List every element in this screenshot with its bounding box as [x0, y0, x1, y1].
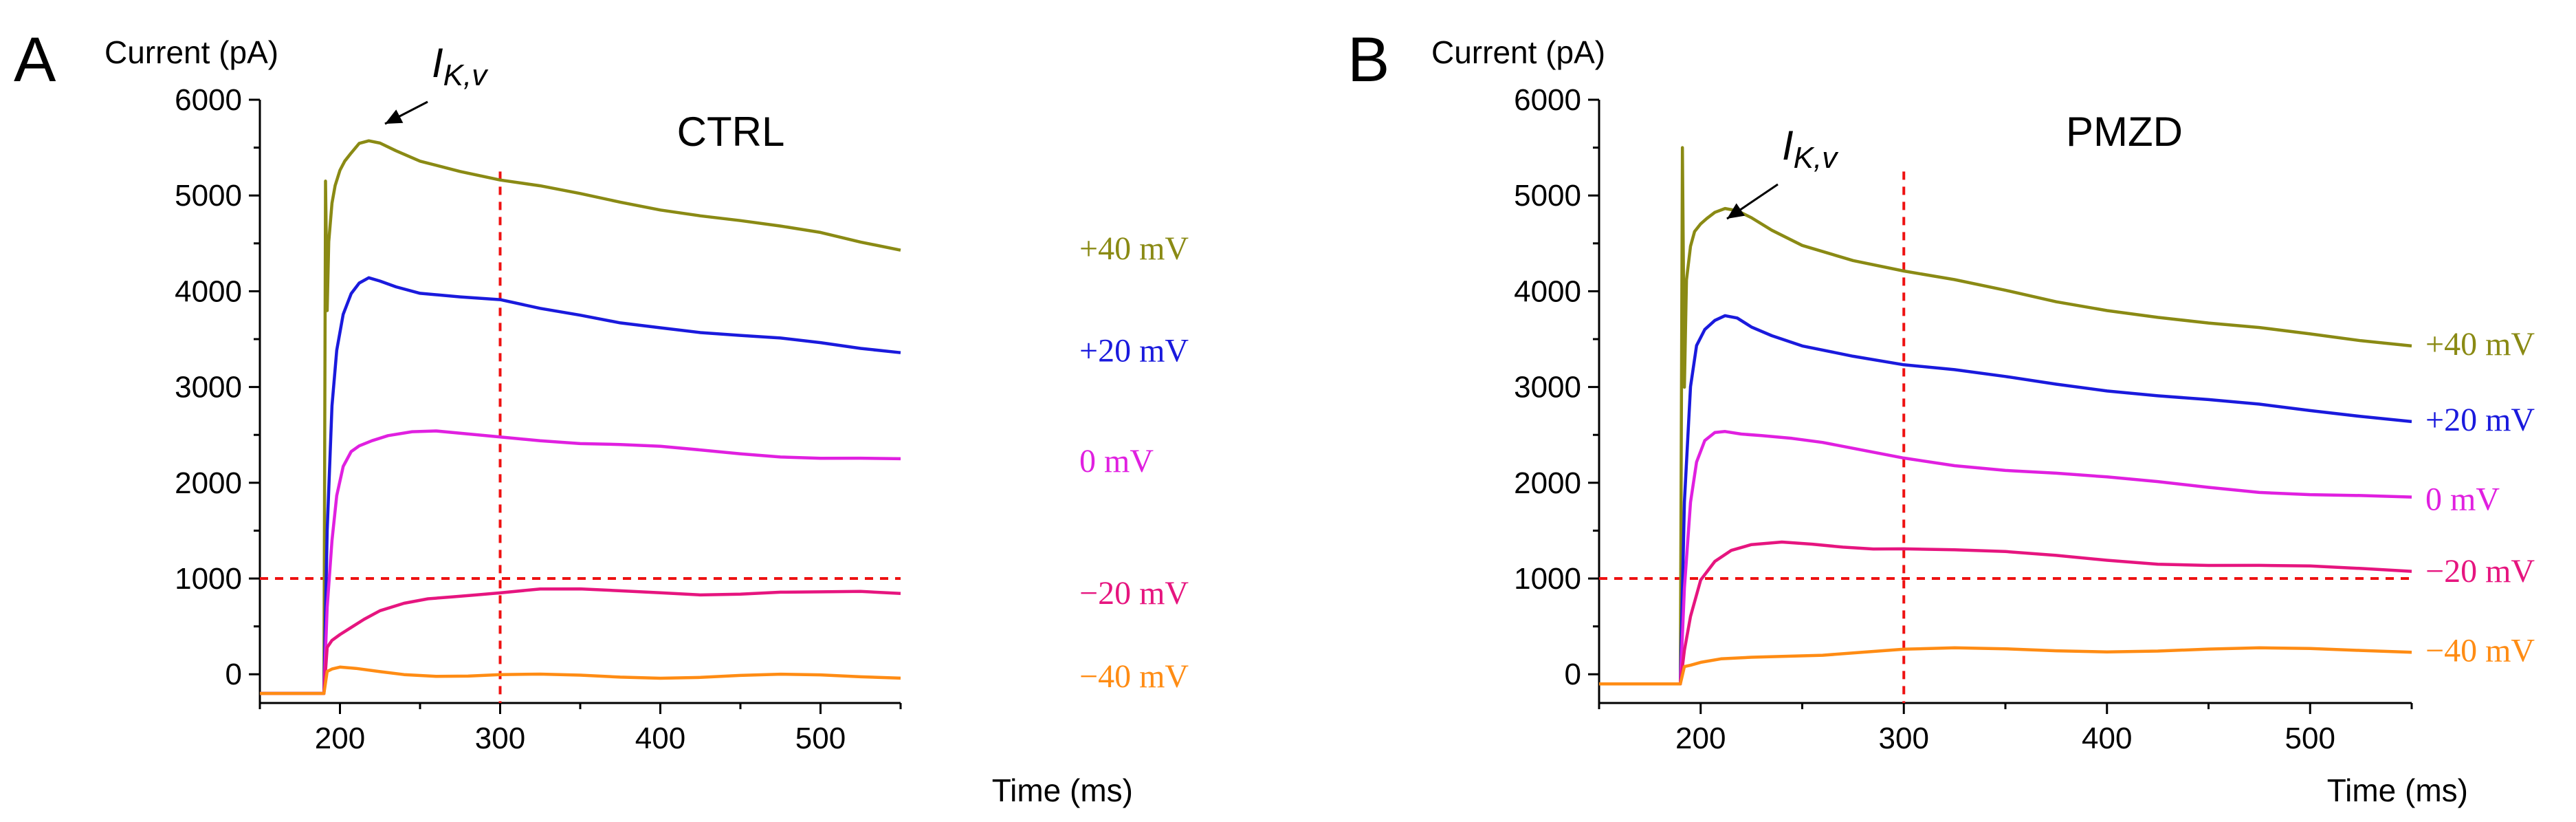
- series-line: [1599, 540, 2412, 686]
- y-tick-label: 3000: [175, 371, 242, 404]
- series-label: +20 mV: [1079, 333, 1189, 369]
- series-line: [260, 429, 901, 695]
- panel-title: PMZD: [2066, 109, 2183, 155]
- panel-title: CTRL: [677, 109, 785, 155]
- series-label: −20 mV: [2425, 553, 2535, 590]
- y-axis-title: Current (pA): [104, 34, 278, 70]
- series-label: 0 mV: [2425, 481, 2500, 517]
- series-line: [1599, 646, 2412, 686]
- y-tick-label: 1000: [175, 562, 242, 596]
- series-label: −40 mV: [2425, 632, 2535, 669]
- y-tick-label: 2000: [175, 466, 242, 500]
- y-tick-label: 5000: [1514, 179, 1581, 213]
- x-tick-label: 400: [2082, 722, 2132, 755]
- y-tick-label: 0: [225, 658, 242, 691]
- panel-b-letter: B: [1347, 25, 1389, 95]
- annotation-arrowhead: [1727, 203, 1746, 219]
- series-label: 0 mV: [1079, 443, 1154, 479]
- y-tick-label: 4000: [1514, 274, 1581, 308]
- series-line: [260, 139, 901, 695]
- series-label: +20 mV: [2425, 402, 2535, 438]
- x-tick-label: 200: [1675, 722, 1726, 755]
- y-tick-label: 5000: [175, 179, 242, 213]
- series-line: [260, 665, 901, 695]
- panel-a-letter: A: [14, 25, 56, 95]
- x-tick-label: 200: [315, 722, 365, 755]
- x-tick-label: 500: [795, 722, 846, 755]
- y-tick-label: 6000: [1514, 83, 1581, 117]
- series-line: [260, 276, 901, 695]
- series-line: [1599, 430, 2412, 686]
- annotation-arrowhead: [385, 109, 404, 124]
- y-tick-label: 0: [1565, 658, 1581, 691]
- y-tick-label: 1000: [1514, 562, 1581, 596]
- y-tick-label: 6000: [175, 83, 242, 117]
- x-tick-label: 300: [1879, 722, 1929, 755]
- x-axis-title: Time (ms): [992, 772, 1133, 808]
- x-tick-label: 300: [475, 722, 525, 755]
- x-tick-label: 400: [635, 722, 685, 755]
- y-axis-title: Current (pA): [1431, 34, 1605, 70]
- series-label: +40 mV: [1079, 230, 1189, 267]
- series-line: [260, 587, 901, 695]
- panel-a: A 0 1000 2000 3000 4000 5000 6000 200 300 400 500 C…: [14, 25, 1189, 808]
- series-label: −20 mV: [1079, 575, 1189, 612]
- x-axis-title: Time (ms): [2327, 772, 2468, 808]
- annotation-label: IK,v: [432, 40, 489, 92]
- y-tick-label: 3000: [1514, 371, 1581, 404]
- series-line: [1599, 314, 2412, 686]
- panel-b: B 0 1000 2000 3000 4000 5000 6000 200 300 400 500 C…: [1347, 25, 2535, 808]
- series-label: +40 mV: [2425, 326, 2535, 363]
- annotation-label: IK,v: [1782, 122, 1839, 175]
- series-label: −40 mV: [1079, 658, 1189, 695]
- x-tick-label: 500: [2285, 722, 2335, 755]
- y-tick-label: 4000: [175, 274, 242, 308]
- y-tick-label: 2000: [1514, 466, 1581, 500]
- series-line: [1599, 146, 2412, 686]
